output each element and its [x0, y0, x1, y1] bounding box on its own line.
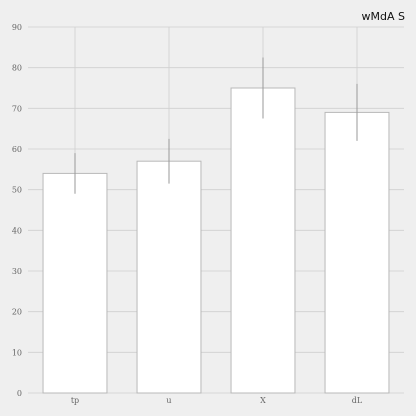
error-bar-layer: [74, 57, 358, 194]
y-tick-label: 60: [12, 145, 22, 154]
x-tick-label: X: [260, 396, 266, 405]
bar: [136, 160, 202, 394]
x-tick-label: dL: [352, 396, 363, 405]
legend-label: wMdA S: [362, 10, 405, 23]
x-tick-label: tp: [71, 396, 79, 405]
y-tick-label: 0: [17, 389, 22, 398]
y-tick-label: 40: [12, 226, 22, 235]
x-tick-label: u: [166, 396, 171, 405]
y-tick-label: 30: [12, 267, 22, 276]
y-tick-label: 90: [12, 23, 22, 32]
bar-layer: [42, 87, 390, 394]
bar: [230, 87, 296, 394]
y-tick-label: 10: [12, 348, 22, 357]
bar: [42, 172, 108, 394]
y-tick-label: 70: [12, 104, 22, 113]
y-tick-label: 20: [12, 308, 22, 317]
bar: [324, 111, 390, 394]
y-tick-label: 50: [12, 186, 22, 195]
y-tick-labels: 0 10 20 30 40 50 60 70 80 90: [12, 23, 22, 398]
legend: wMdA S: [362, 10, 405, 23]
y-tick-label: 80: [12, 64, 22, 73]
